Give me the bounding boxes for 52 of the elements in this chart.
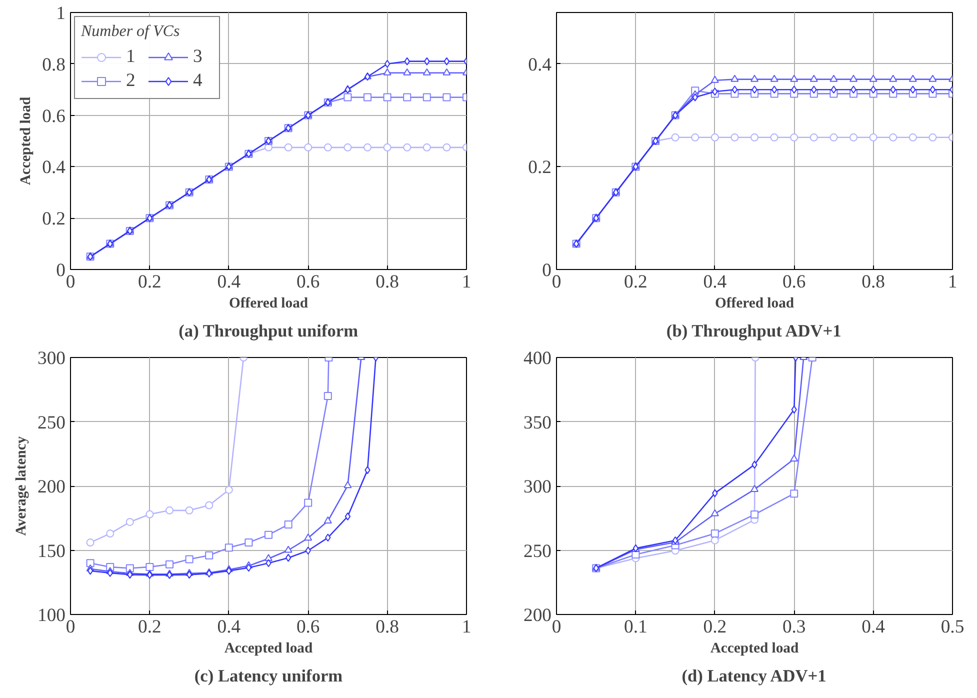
y-tick-label: 100: [38, 605, 66, 626]
x-tick-label: 0.4: [862, 616, 886, 638]
legend-label: 4: [193, 70, 204, 92]
text: (b) Throughput ADV+1: [666, 322, 842, 340]
x-tick-label: 0.6: [782, 272, 806, 292]
x-tick-label: 1: [462, 616, 472, 638]
y-tick-label: 400: [524, 348, 552, 369]
x-tick-label: 0.8: [862, 272, 885, 292]
y-tick-label: 150: [38, 540, 66, 562]
x-tick-label: 0.4: [703, 272, 728, 292]
x-tick-label: 0.2: [624, 272, 648, 292]
text: (c) Latency uniform: [194, 666, 344, 686]
legend-title: Number of VCs: [81, 23, 181, 41]
y-tick-label: 300: [38, 348, 66, 369]
y-tick-label: 0.4: [42, 157, 66, 178]
x-tick-label: 0.1: [624, 616, 648, 638]
y-tick-label: 0.6: [42, 106, 66, 127]
x-tick-label: 0.4: [217, 616, 242, 638]
y-tick-label: 0.8: [42, 54, 66, 76]
x-axis-title: Offered load: [714, 296, 794, 312]
x-tick-label: 0.2: [138, 616, 162, 638]
x-tick-label: 0.5: [940, 616, 964, 638]
x-tick-label: 0.6: [296, 272, 320, 292]
x-axis-title: Accepted load: [224, 640, 313, 656]
y-axis-title: Accepted load: [18, 96, 34, 186]
legend-label: 2: [126, 70, 136, 92]
y-tick-label: 250: [524, 540, 552, 562]
text: (a) Throughput uniform: [178, 322, 359, 340]
x-tick-label: 0.4: [217, 272, 242, 292]
x-axis-title: Accepted load: [710, 640, 799, 656]
x-tick-label: 0.3: [782, 616, 806, 638]
y-tick-label: 200: [524, 605, 552, 626]
legend-label: 1: [126, 46, 136, 68]
x-tick-label: 0.8: [376, 272, 399, 292]
legend-label: 3: [193, 46, 204, 68]
x-axis-title: Offered load: [228, 296, 308, 312]
x-tick-label: 0.6: [296, 616, 320, 638]
x-tick-label: 0.8: [376, 616, 399, 638]
text: (d) Latency ADV+1: [682, 666, 826, 686]
y-tick-label: 0.2: [42, 208, 66, 230]
y-tick-label: 250: [38, 412, 66, 434]
x-tick-label: 0.2: [138, 272, 162, 292]
x-tick-label: 1: [462, 272, 472, 292]
y-axis-title: Average latency: [14, 436, 30, 536]
y-tick-label: 350: [524, 412, 552, 434]
y-tick-label: 1: [56, 3, 66, 24]
y-tick-label: 200: [38, 476, 66, 498]
y-tick-label: 300: [524, 476, 552, 498]
y-tick-label: 0.4: [528, 54, 552, 76]
x-tick-label: 1: [948, 272, 958, 292]
x-tick-label: 0.2: [703, 616, 727, 638]
y-tick-label: 0.2: [528, 157, 552, 178]
